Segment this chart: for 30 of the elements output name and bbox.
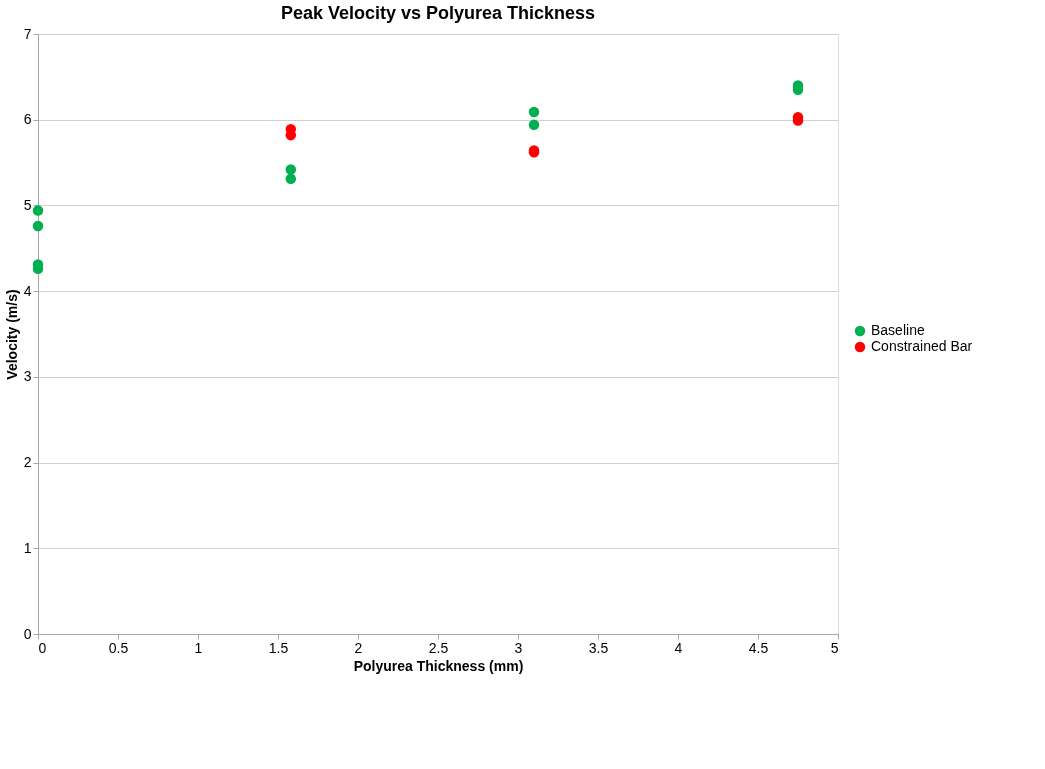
x-tick-label: 2.5	[428, 639, 449, 656]
y-tick-label: 1	[23, 539, 32, 556]
point	[528, 119, 540, 131]
x-tick-label: 0	[38, 639, 47, 656]
y-tick-label: 5	[23, 196, 32, 213]
y-axis-title: Velocity (m/s)	[3, 289, 20, 380]
x-tick-label: 3.5	[588, 639, 609, 656]
x-tick-label: 4.5	[748, 639, 769, 656]
y-tick-label: 2	[23, 454, 32, 471]
x-tick-label: 0.5	[108, 639, 129, 656]
point	[32, 220, 44, 232]
y-tick-label: 6	[23, 111, 32, 128]
point	[528, 106, 540, 118]
legend-label: Baseline	[871, 322, 925, 338]
y-tick-label: 4	[23, 282, 32, 299]
point	[285, 164, 297, 175]
legend-label: Constrained Bar	[871, 338, 973, 354]
point	[285, 173, 297, 185]
y-tick-label: 3	[23, 368, 32, 385]
x-tick-label: 3	[514, 639, 523, 656]
x-axis-title: Polyurea Thickness (mm)	[353, 657, 524, 674]
point	[32, 205, 44, 216]
y-tick-label: 0	[23, 625, 32, 642]
x-tick-label: 2	[354, 639, 363, 656]
x-tick-label: 4	[674, 639, 683, 656]
x-tick-label: 1	[194, 639, 203, 656]
x-tick-label: 5	[830, 639, 839, 656]
chart-title: Peak Velocity vs Polyurea Thickness	[280, 3, 596, 23]
x-tick-label: 1.5	[268, 639, 289, 656]
y-tick-label: 7	[23, 25, 32, 42]
